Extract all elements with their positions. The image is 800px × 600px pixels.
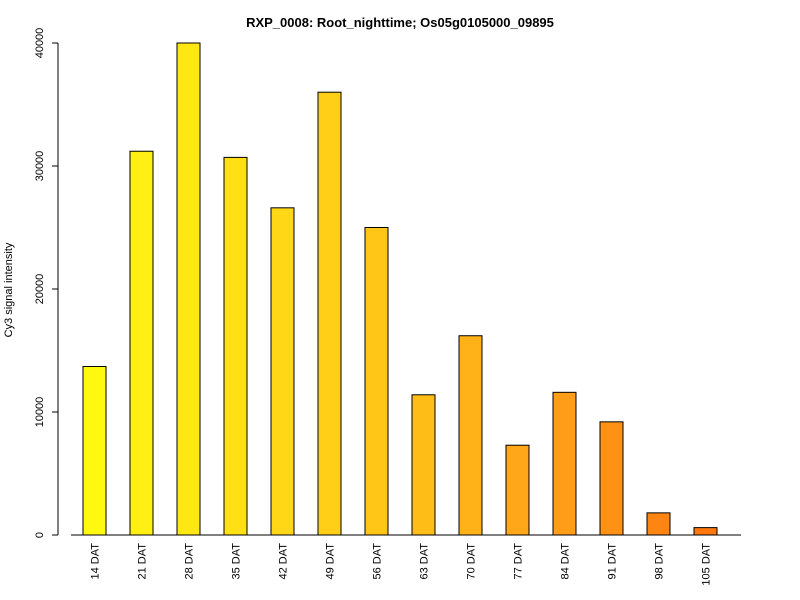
x-tick-label: 70 DAT xyxy=(466,543,478,580)
x-axis: 14 DAT 21 DAT 28 DAT 35 DAT 42 DAT 49 DAT 56 D… xyxy=(71,534,741,586)
bar-91-dat xyxy=(599,421,624,536)
y-tick-label: 20000 xyxy=(34,274,46,305)
y-axis: 0 10000 20000 30000 40000 xyxy=(34,28,59,538)
bar-56-dat xyxy=(364,227,389,536)
bar-14-dat xyxy=(82,365,107,536)
bar-84-dat xyxy=(552,391,577,536)
x-tick-label: 56 DAT xyxy=(372,543,384,580)
bar-77-dat xyxy=(505,444,530,536)
bar-63-dat xyxy=(411,394,436,536)
x-tick-label: 84 DAT xyxy=(560,543,572,580)
y-tick-label: 30000 xyxy=(34,151,46,182)
x-tick-label: 77 DAT xyxy=(513,543,525,580)
bar-105-dat xyxy=(693,527,718,536)
bars xyxy=(82,42,718,536)
bar-28-dat xyxy=(176,42,201,536)
y-tick-label: 0 xyxy=(34,532,46,538)
bar-42-dat xyxy=(270,207,295,536)
bar-35-dat xyxy=(223,156,248,536)
x-tick-label: 49 DAT xyxy=(325,543,337,580)
x-tick-label: 63 DAT xyxy=(419,543,431,580)
bar-21-dat xyxy=(129,150,154,536)
bar-98-dat xyxy=(646,512,671,536)
x-tick-label: 91 DAT xyxy=(607,543,619,580)
y-axis-label: Cy3 signal intensity xyxy=(3,242,15,337)
x-tick-label: 105 DAT xyxy=(701,543,713,586)
chart-title: RXP_0008: Root_nighttime; Os05g0105000_0… xyxy=(246,15,554,30)
x-tick-label: 14 DAT xyxy=(90,543,102,580)
y-tick-label: 10000 xyxy=(34,397,46,428)
bar-70-dat xyxy=(458,335,483,536)
x-tick-label: 42 DAT xyxy=(278,543,290,580)
bar-49-dat xyxy=(317,91,342,536)
y-tick-label: 40000 xyxy=(34,28,46,59)
x-tick-label: 35 DAT xyxy=(231,543,243,580)
x-tick-label: 28 DAT xyxy=(184,543,196,580)
x-tick-label: 98 DAT xyxy=(654,543,666,580)
x-tick-label: 21 DAT xyxy=(137,543,149,580)
